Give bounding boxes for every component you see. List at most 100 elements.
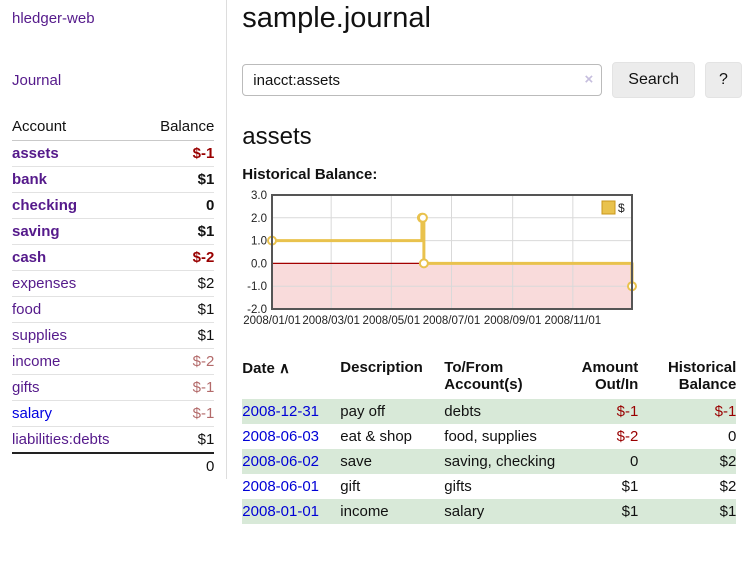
accounts-cell: saving, checking: [444, 453, 556, 470]
account-row: food $1: [12, 296, 215, 323]
account-link[interactable]: income: [12, 353, 61, 370]
x-tick-label: 2008/11/01: [545, 315, 602, 327]
balance-column-header: Balance: [142, 114, 215, 141]
transaction-row: 2008-01-01 income salary $1 $1: [242, 499, 737, 524]
account-link[interactable]: gifts: [12, 379, 40, 396]
sidebar: hledger-web Journal Account Balance asse…: [0, 0, 228, 479]
description-cell: save: [340, 453, 372, 470]
account-link[interactable]: cash: [12, 249, 47, 266]
balance-cell: $1: [719, 503, 737, 520]
account-link[interactable]: saving: [12, 223, 60, 240]
search-form: × Search ?: [242, 62, 742, 98]
account-row: saving $1: [12, 218, 215, 245]
description-cell: income: [340, 503, 389, 520]
account-link[interactable]: food: [12, 301, 42, 318]
register-table: Date ∧ Description To/From Account(s) Am…: [242, 357, 737, 524]
historical-balance-chart: 3.0 2.0 1.0 0.0 -1.0 -2.0 2008/01/01 2008/03/01…: [242, 190, 742, 343]
account-balance: $-1: [142, 400, 215, 427]
y-tick-label: -1.0: [247, 281, 267, 293]
account-link[interactable]: bank: [12, 171, 48, 188]
description-column-header: Description: [340, 359, 423, 376]
sort-ascending-icon: ∧: [278, 360, 290, 377]
x-tick-label: 2008/07/01: [423, 315, 481, 327]
accounts-total-value: 0: [142, 452, 215, 479]
search-input[interactable]: [242, 64, 603, 96]
account-balance: $-1: [142, 140, 215, 167]
transaction-date-link[interactable]: 2008-06-03: [242, 428, 320, 445]
account-link[interactable]: salary: [12, 405, 53, 422]
sidebar-item-journal[interactable]: Journal: [12, 72, 62, 89]
account-balance: $1: [142, 166, 215, 193]
account-link[interactable]: checking: [12, 197, 78, 214]
register-header-row: Date ∧ Description To/From Account(s) Am…: [242, 357, 736, 399]
account-row: assets $-1: [12, 140, 215, 167]
amount-cell: $-2: [616, 428, 639, 445]
account-balance: $1: [142, 426, 215, 454]
account-link[interactable]: expenses: [12, 275, 77, 292]
x-tick-label: 2008/01/01: [244, 315, 302, 327]
x-tick-label: 2008/03/01: [303, 315, 361, 327]
x-tick-label: 2008/05/01: [363, 315, 421, 327]
account-heading: assets: [242, 123, 312, 150]
transaction-row: 2008-06-03 eat & shop food, supplies $-2 0: [242, 424, 736, 449]
clear-search-icon[interactable]: ×: [584, 71, 594, 88]
sidebar-nav: Journal: [12, 72, 214, 90]
account-balance: $-2: [142, 348, 215, 375]
transaction-row: 2008-06-01 gift gifts $1 $2: [242, 474, 736, 499]
account-balance: $2: [142, 270, 215, 297]
search-box: ×: [242, 64, 603, 96]
main-content: sample.journal × Search ? assets Histori…: [227, 0, 742, 524]
account-balance: $1: [142, 322, 215, 349]
account-link[interactable]: liabilities:debts: [12, 431, 110, 448]
search-button[interactable]: Search: [612, 62, 695, 98]
y-tick-label: 3.0: [251, 190, 267, 202]
accounts-table-body: assets $-1 bank $1 checking 0 saving $1 cash $-2 e…: [12, 140, 215, 479]
accounts-total-row: 0: [12, 452, 215, 479]
help-button[interactable]: ?: [705, 62, 742, 98]
legend-label: $: [618, 201, 625, 215]
balance-column-header: Historical Balance: [667, 359, 737, 393]
app-title: hledger-web: [12, 10, 214, 28]
balance-cell: $2: [719, 453, 737, 470]
account-balance: $1: [142, 218, 215, 245]
transaction-date-link[interactable]: 2008-06-02: [242, 453, 320, 470]
legend-swatch: [601, 200, 616, 215]
date-cell: 2008-06-03: [242, 424, 340, 449]
amount-cell: $-1: [616, 403, 639, 420]
date-cell: 2008-06-01: [242, 474, 340, 499]
account-row: cash $-2: [12, 244, 215, 271]
balance-cell: 0: [727, 428, 737, 445]
accounts-column-header: To/From Account(s): [444, 359, 523, 393]
transaction-date-link[interactable]: 2008-06-01: [242, 478, 320, 495]
balance-cell: $2: [719, 478, 737, 495]
accounts-cell: debts: [444, 403, 481, 420]
y-tick-label: -2.0: [247, 304, 267, 316]
date-cell: 2008-12-31: [242, 399, 340, 424]
account-column-header: Account: [12, 114, 143, 141]
account-link[interactable]: supplies: [12, 327, 68, 344]
data-point-marker: [419, 258, 430, 269]
y-tick-label: 0.0: [251, 258, 267, 270]
account-balance: $1: [142, 296, 215, 323]
transaction-row: 2008-12-31 pay off debts $-1 $-1: [242, 399, 737, 424]
accounts-cell: food, supplies: [444, 428, 537, 445]
account-balance: $-1: [142, 374, 215, 401]
transaction-date-link[interactable]: 2008-12-31: [242, 403, 320, 420]
amount-column-header: Amount Out/In: [581, 359, 639, 393]
accounts-cell: gifts: [444, 478, 472, 495]
description-cell: pay off: [340, 403, 386, 420]
page: hledger-web Journal Account Balance asse…: [0, 0, 742, 524]
account-row: income $-2: [12, 348, 215, 375]
account-row: bank $1: [12, 166, 215, 193]
accounts-table: Account Balance assets $-1 bank $1 checking 0…: [12, 114, 215, 479]
accounts-header-row: Account Balance: [12, 114, 215, 141]
amount-cell: $1: [621, 503, 639, 520]
date-column-header[interactable]: Date ∧: [242, 360, 290, 377]
date-cell: 2008-01-01: [242, 499, 340, 524]
account-link[interactable]: assets: [12, 145, 59, 162]
app-title-link[interactable]: hledger-web: [12, 10, 95, 27]
plot-border: [271, 194, 634, 310]
transaction-date-link[interactable]: 2008-01-01: [242, 503, 320, 520]
account-row: gifts $-1: [12, 374, 215, 401]
